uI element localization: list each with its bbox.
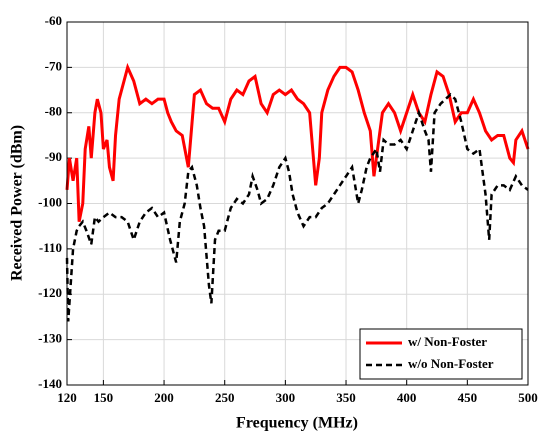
- y-tick-label: -100: [38, 194, 62, 209]
- legend-label: w/ Non-Foster: [408, 334, 487, 349]
- y-tick-label: -140: [38, 376, 62, 391]
- legend: w/ Non-Foster w/o Non-Foster: [359, 328, 523, 380]
- y-tick-label: -70: [45, 58, 62, 73]
- y-tick-label: -90: [45, 149, 62, 164]
- plot-frame: [66, 21, 529, 386]
- y-tick-label: -110: [39, 240, 62, 255]
- legend-box: [359, 328, 523, 380]
- y-axis-title: Received Power (dBm): [9, 125, 26, 281]
- series-line: [65, 92, 529, 322]
- x-tick-label: 350: [336, 390, 356, 405]
- x-tick-label: 300: [276, 390, 296, 405]
- x-tick-label: 120: [57, 390, 77, 405]
- y-tick-label: -130: [38, 331, 62, 346]
- x-axis-title: Frequency (MHz): [236, 415, 358, 432]
- x-tick-label: 450: [458, 390, 478, 405]
- series-line: [65, 62, 530, 222]
- x-tick-label: 500: [518, 390, 538, 405]
- x-tick-label: 250: [215, 390, 235, 405]
- y-tick-label: -80: [45, 104, 62, 119]
- x-tick-label: 400: [397, 390, 417, 405]
- y-tick-label: -120: [38, 285, 62, 300]
- x-tick-label: 200: [154, 390, 174, 405]
- x-tick-label: 150: [94, 390, 114, 405]
- legend-label: w/o Non-Foster: [408, 356, 494, 371]
- y-tick-label: -60: [45, 13, 62, 28]
